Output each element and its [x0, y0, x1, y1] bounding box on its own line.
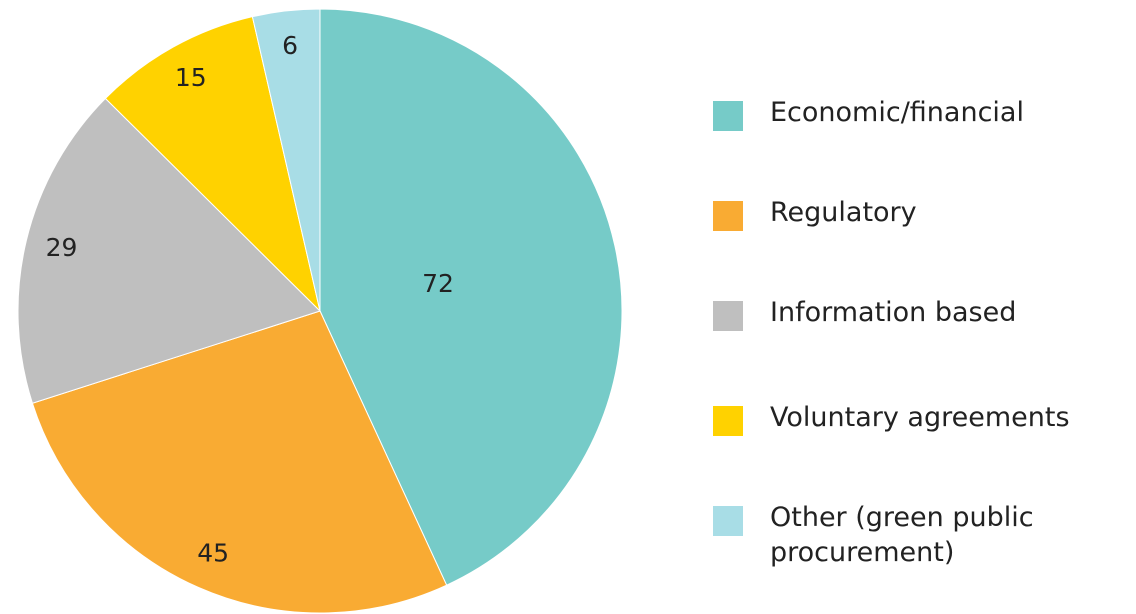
data-label: 45	[197, 538, 229, 567]
legend-item: Other (green public procurement)	[713, 500, 1120, 570]
legend-item: Information based	[713, 295, 1120, 331]
pie-slice	[251, 8, 321, 312]
pie-slice	[319, 8, 623, 586]
legend-label: Regulatory	[770, 197, 917, 228]
pie-slice	[104, 16, 321, 313]
data-label: 72	[422, 269, 454, 298]
legend-label: Voluntary agreements	[770, 402, 1070, 433]
pie-slice	[17, 97, 321, 404]
legend-item: Voluntary agreements	[713, 400, 1120, 436]
data-label: 29	[46, 233, 78, 262]
legend-swatch	[713, 506, 743, 536]
legend-item: Regulatory	[713, 195, 1120, 231]
legend-label: Other (green public procurement)	[770, 502, 1034, 568]
legend-swatch	[713, 201, 743, 231]
legend-swatch	[713, 101, 743, 131]
legend-label: Information based	[770, 297, 1017, 328]
legend-swatch	[713, 301, 743, 331]
legend-swatch	[713, 406, 743, 436]
data-label: 6	[282, 31, 298, 60]
chart: 72 45 29 15 6	[17, 8, 623, 614]
legend-label: Economic/financial	[770, 97, 1024, 128]
pie-slice	[31, 310, 448, 614]
data-label: 15	[175, 63, 207, 92]
legend-item: Economic/financial	[713, 95, 1120, 131]
